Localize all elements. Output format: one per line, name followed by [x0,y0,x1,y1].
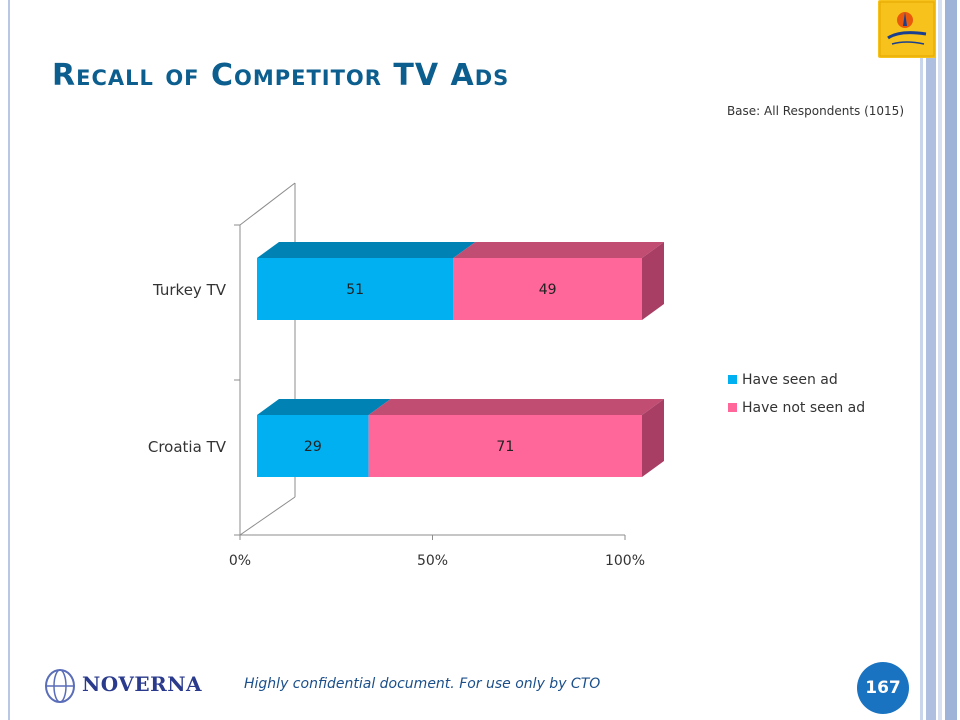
data-label: 29 [304,439,322,455]
bar-segment [257,415,369,477]
x-tick-label: 100% [605,553,645,569]
bar-top-face [257,242,476,258]
right-border-rules [920,0,960,720]
bar-segment [368,415,642,477]
wall-bottom-edge [239,496,296,536]
noverna-logo: NOVERNA [26,648,202,716]
legend-label: Have not seen ad [742,400,865,416]
globe-icon [45,669,75,703]
bar-segment [257,258,454,320]
bar-top-face [453,242,664,258]
bar-top-face [368,399,664,415]
bar-top-face [257,399,391,415]
data-label: 49 [539,282,557,298]
bar-side-face [642,242,664,320]
data-label: 71 [496,439,514,455]
bar-segment [453,258,642,320]
base-note: Base: All Respondents (1015) [726,104,904,118]
chart-bars [257,242,664,477]
page-number-badge: 167 [857,662,909,714]
category-label: Turkey TV [152,281,227,299]
cyprus-logo [878,0,936,58]
wall-top-edge [239,182,296,226]
legend-swatch [728,403,737,412]
legend-swatch [728,375,737,384]
slide-title: Recall of Competitor TV Ads [52,58,510,93]
legend-label: Have seen ad [742,372,838,388]
confidential-footer: Highly confidential document. For use on… [244,676,601,692]
noverna-logo-text: NOVERNA [82,672,203,696]
chart-legend: Have seen ad Have not seen ad [728,372,865,416]
chart-labels: 0% 50% 100% 51 49 Turkey TV 29 71 Croatia TV [148,281,645,569]
chart-3d-walls [234,182,626,540]
data-label: 51 [346,282,364,298]
x-tick-label: 0% [229,553,251,569]
category-label: Croatia TV [148,438,227,456]
left-border-rule [8,0,10,720]
bar-side-face [642,399,664,477]
x-tick-label: 50% [417,553,448,569]
